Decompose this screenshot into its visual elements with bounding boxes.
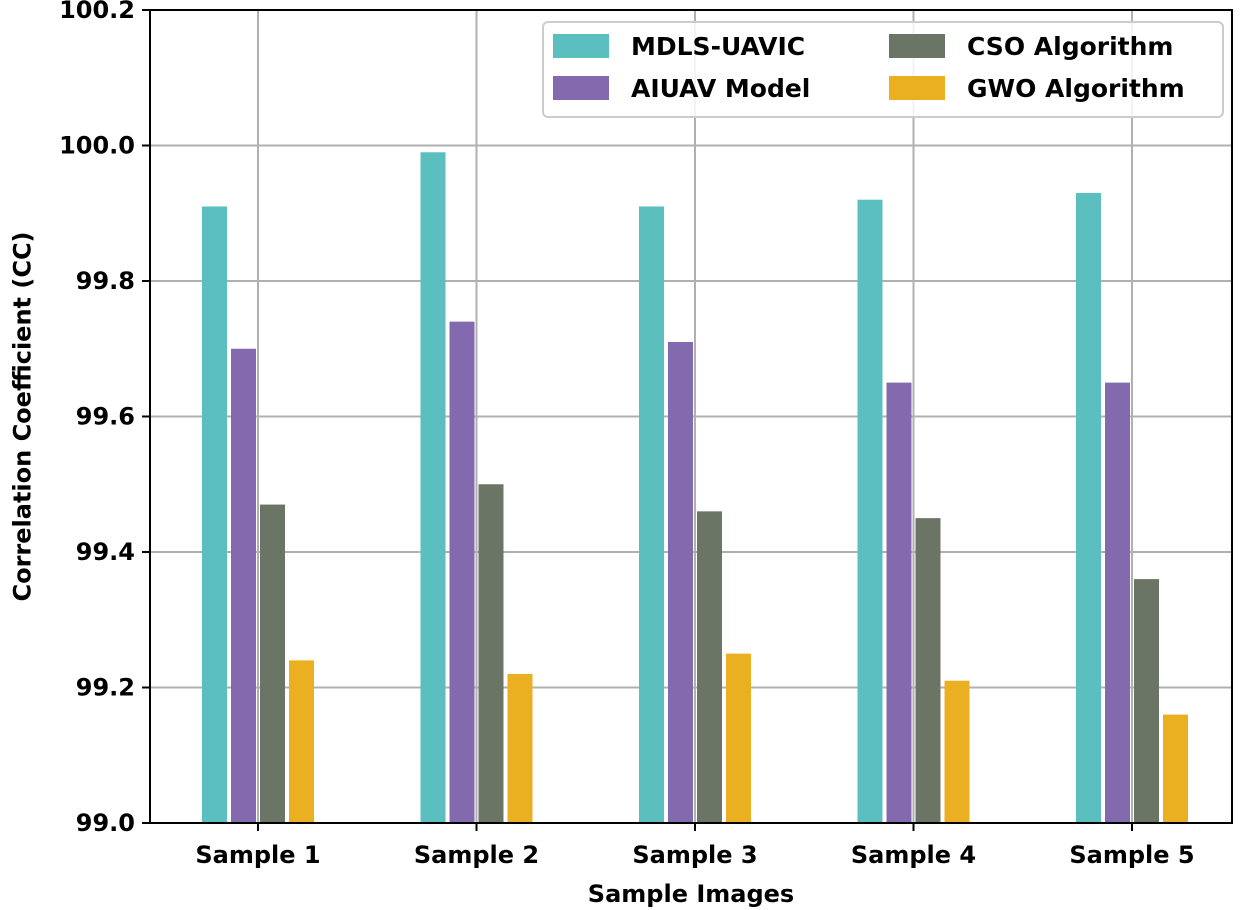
legend-swatch <box>553 34 609 58</box>
x-tick-label: Sample 2 <box>414 841 539 869</box>
legend: MDLS-UAVIC AIUAV Model CSO Algorithm GWO Al… <box>542 21 1224 118</box>
y-tick-label: 100.0 <box>59 132 135 160</box>
bar-mdls-uavic-4 <box>857 199 883 823</box>
legend-label: GWO Algorithm <box>967 74 1185 103</box>
bar-cso-algorithm-2 <box>478 484 504 823</box>
bar-gwo-algorithm-1 <box>289 660 314 823</box>
x-axis-title: Sample Images <box>588 880 794 908</box>
y-tick-label: 99.0 <box>76 809 135 837</box>
y-tick-label: 99.2 <box>76 674 135 702</box>
y-axis: 99.0 99.2 99.4 99.6 99.8 100.0 100.2 <box>59 0 150 837</box>
bar-cso-algorithm-3 <box>697 511 722 823</box>
x-axis: Sample 1 Sample 2 Sample 3 Sample 4 Sample 5 <box>195 823 1195 869</box>
legend-label: AIUAV Model <box>631 74 810 103</box>
bar-mdls-uavic-3 <box>639 206 664 824</box>
bar-aiuav-model-4 <box>886 382 912 823</box>
legend-swatch <box>889 34 945 58</box>
bar-aiuav-model-5 <box>1105 382 1130 823</box>
y-axis-title: Correlation Coefficient (CC) <box>8 231 36 601</box>
bars <box>202 152 1188 824</box>
bar-cso-algorithm-5 <box>1134 579 1159 823</box>
bar-gwo-algorithm-2 <box>507 673 533 823</box>
bar-aiuav-model-3 <box>668 341 693 823</box>
legend-swatch <box>553 76 609 100</box>
bar-mdls-uavic-1 <box>202 206 227 824</box>
bar-cso-algorithm-4 <box>915 518 941 823</box>
y-tick-label: 100.2 <box>59 0 135 24</box>
bar-aiuav-model-1 <box>231 348 256 823</box>
y-tick-label: 99.6 <box>76 403 135 431</box>
legend-box <box>542 21 1224 118</box>
bar-cso-algorithm-1 <box>260 504 285 823</box>
bar-aiuav-model-2 <box>449 321 475 823</box>
legend-label: MDLS-UAVIC <box>631 32 805 61</box>
bar-mdls-uavic-5 <box>1076 192 1101 824</box>
y-tick-label: 99.4 <box>76 538 135 566</box>
legend-label: CSO Algorithm <box>967 32 1173 61</box>
x-tick-label: Sample 4 <box>851 841 976 869</box>
x-tick-label: Sample 5 <box>1069 841 1194 869</box>
bar-gwo-algorithm-3 <box>726 653 751 823</box>
x-tick-label: Sample 1 <box>195 841 320 869</box>
x-tick-label: Sample 3 <box>632 841 757 869</box>
legend-swatch <box>889 76 945 100</box>
y-tick-label: 99.8 <box>76 267 135 295</box>
bar-gwo-algorithm-4 <box>944 680 970 823</box>
bar-gwo-algorithm-5 <box>1163 714 1188 823</box>
bar-mdls-uavic-2 <box>420 152 446 823</box>
